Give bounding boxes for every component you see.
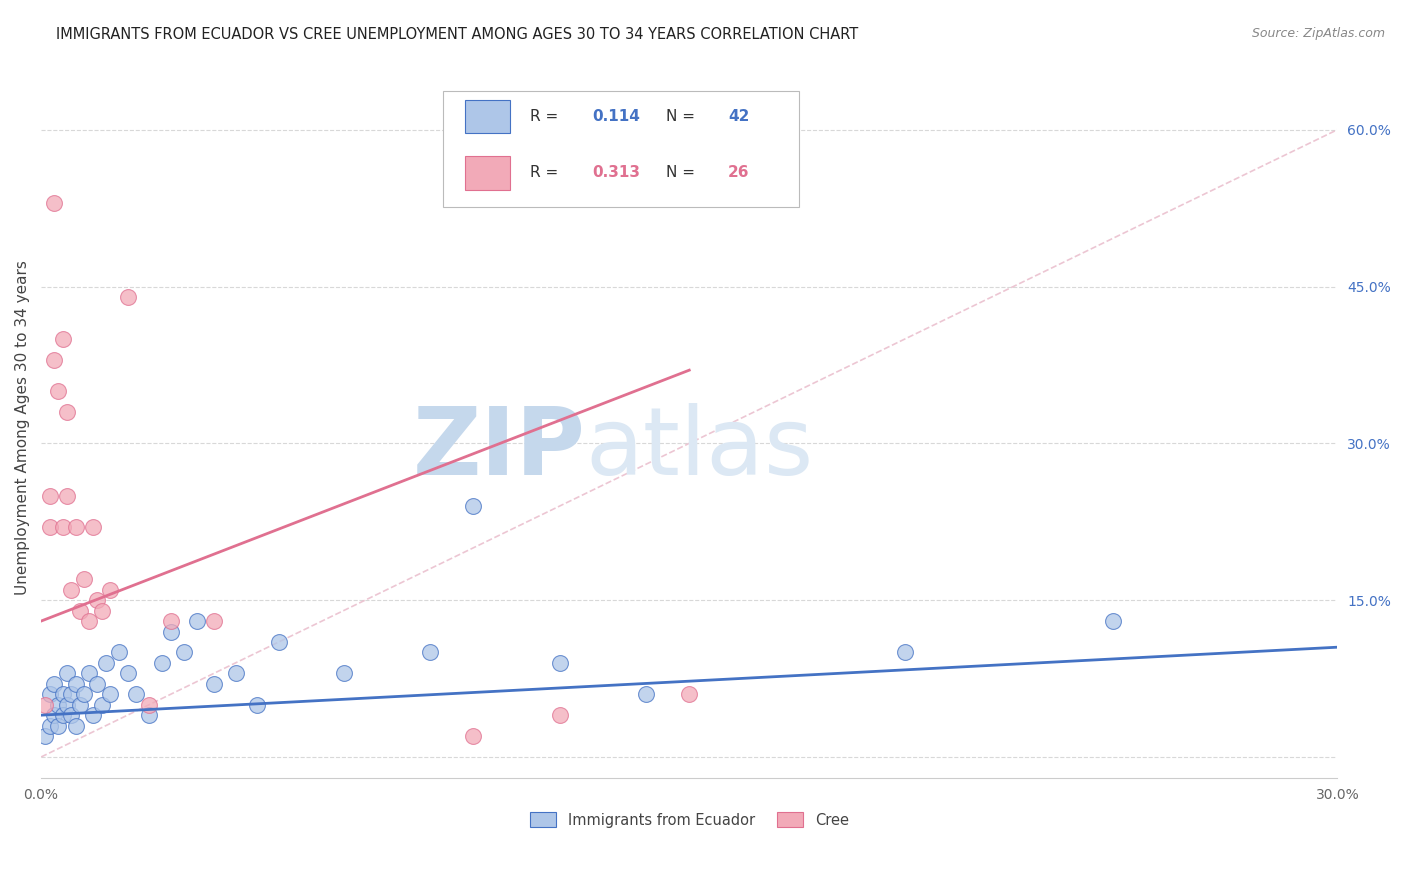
Point [117, 666, 139, 681]
Point [94, 656, 117, 670]
Point [56, 405, 79, 419]
Text: N =: N = [666, 109, 700, 124]
Point [38, 687, 60, 701]
Point [69, 698, 91, 712]
Point [159, 624, 181, 639]
Point [34, 698, 56, 712]
Point [48, 384, 70, 398]
Point [56, 666, 79, 681]
Point [894, 645, 917, 659]
Point [42, 195, 65, 210]
Point [202, 677, 225, 691]
Text: Source: ZipAtlas.com: Source: ZipAtlas.com [1251, 27, 1385, 40]
Point [38, 489, 60, 503]
Point [34, 729, 56, 743]
Point [73, 572, 96, 586]
Point [98, 582, 121, 597]
Point [138, 698, 160, 712]
Point [678, 687, 700, 701]
Point [52, 332, 75, 346]
Text: 26: 26 [728, 165, 749, 180]
Point [419, 645, 441, 659]
Text: IMMIGRANTS FROM ECUADOR VS CREE UNEMPLOYMENT AMONG AGES 30 TO 34 YEARS CORRELATI: IMMIGRANTS FROM ECUADOR VS CREE UNEMPLOY… [56, 27, 859, 42]
Point [60, 582, 83, 597]
Point [202, 614, 225, 628]
Point [463, 729, 485, 743]
Point [38, 718, 60, 732]
Text: ZIP: ZIP [413, 402, 585, 495]
Text: R =: R = [530, 165, 562, 180]
Point [90, 604, 112, 618]
Point [225, 666, 247, 681]
Text: R =: R = [530, 109, 562, 124]
Point [98, 687, 121, 701]
Point [65, 718, 87, 732]
Point [42, 708, 65, 723]
Y-axis label: Unemployment Among Ages 30 to 34 years: Unemployment Among Ages 30 to 34 years [15, 260, 30, 595]
Text: 42: 42 [728, 109, 749, 124]
Point [108, 645, 131, 659]
Point [267, 635, 290, 649]
Point [86, 677, 108, 691]
Text: 0.313: 0.313 [592, 165, 640, 180]
Text: N =: N = [666, 165, 700, 180]
Point [38, 520, 60, 534]
Point [332, 666, 354, 681]
Point [60, 687, 83, 701]
Point [548, 656, 571, 670]
Point [69, 604, 91, 618]
Point [56, 489, 79, 503]
Text: atlas: atlas [585, 402, 814, 495]
Point [82, 708, 104, 723]
Point [52, 708, 75, 723]
Point [82, 520, 104, 534]
Point [65, 520, 87, 534]
Point [159, 614, 181, 628]
Point [634, 687, 657, 701]
Point [125, 687, 148, 701]
Point [246, 698, 269, 712]
Point [42, 677, 65, 691]
FancyBboxPatch shape [443, 92, 800, 207]
FancyBboxPatch shape [465, 100, 510, 134]
Point [52, 687, 75, 701]
Point [65, 677, 87, 691]
Point [86, 593, 108, 607]
Point [77, 666, 100, 681]
Point [186, 614, 208, 628]
Point [60, 708, 83, 723]
Point [77, 614, 100, 628]
Point [56, 698, 79, 712]
Point [90, 698, 112, 712]
Point [150, 656, 173, 670]
Legend: Immigrants from Ecuador, Cree: Immigrants from Ecuador, Cree [524, 806, 855, 834]
Point [48, 718, 70, 732]
Point [138, 708, 160, 723]
Point [48, 698, 70, 712]
Point [548, 708, 571, 723]
Text: 0.114: 0.114 [592, 109, 640, 124]
Point [173, 645, 195, 659]
Point [463, 499, 485, 513]
Point [73, 687, 96, 701]
Point [1101, 614, 1123, 628]
Point [42, 352, 65, 367]
Point [52, 520, 75, 534]
FancyBboxPatch shape [465, 156, 510, 189]
Point [117, 290, 139, 304]
